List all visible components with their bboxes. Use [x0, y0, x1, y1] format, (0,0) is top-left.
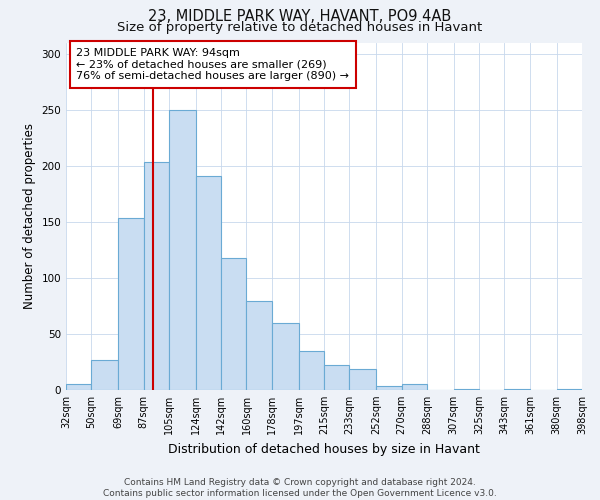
Bar	[66, 384, 91, 390]
X-axis label: Distribution of detached houses by size in Havant: Distribution of detached houses by size …	[168, 442, 480, 456]
Text: 23 MIDDLE PARK WAY: 94sqm
← 23% of detached houses are smaller (269)
76% of semi: 23 MIDDLE PARK WAY: 94sqm ← 23% of detac…	[76, 48, 349, 81]
Bar	[196, 176, 221, 390]
Bar	[557, 389, 582, 390]
Text: Size of property relative to detached houses in Havant: Size of property relative to detached ho…	[118, 21, 482, 34]
Bar	[376, 386, 401, 390]
Bar	[324, 366, 349, 390]
Bar	[118, 218, 143, 390]
Bar	[169, 110, 196, 390]
Bar	[272, 322, 299, 390]
Bar	[247, 302, 272, 390]
Bar	[401, 384, 427, 390]
Text: 23, MIDDLE PARK WAY, HAVANT, PO9 4AB: 23, MIDDLE PARK WAY, HAVANT, PO9 4AB	[148, 9, 452, 24]
Bar	[349, 368, 376, 390]
Bar	[454, 389, 479, 390]
Bar	[91, 360, 118, 390]
Bar	[505, 389, 530, 390]
Y-axis label: Number of detached properties: Number of detached properties	[23, 123, 36, 309]
Bar	[221, 258, 247, 390]
Bar	[143, 162, 169, 390]
Bar	[299, 351, 324, 390]
Text: Contains HM Land Registry data © Crown copyright and database right 2024.
Contai: Contains HM Land Registry data © Crown c…	[103, 478, 497, 498]
